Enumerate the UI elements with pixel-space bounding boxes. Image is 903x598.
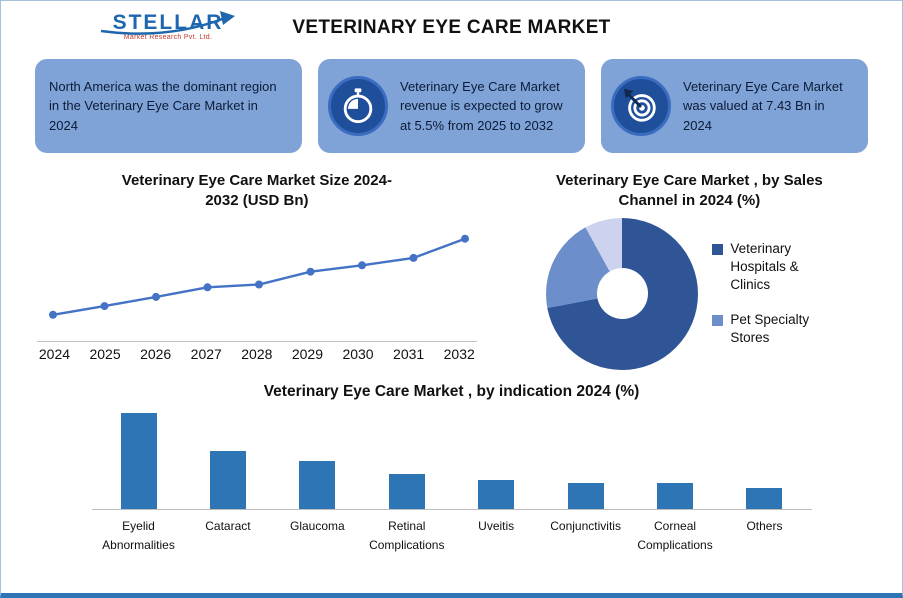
target-icon	[611, 76, 671, 136]
logo-wordmark: STELLAR	[112, 11, 224, 34]
page-title: VETERINARY EYE CARE MARKET	[292, 17, 611, 38]
bar	[567, 483, 604, 510]
callout-market-value: Veterinary Eye Care Market was valued at…	[601, 59, 868, 153]
donut-plot	[546, 217, 699, 370]
legend-item: Pet Specialty Stores	[712, 311, 832, 347]
legend-item: Veterinary Hospitals & Clinics	[712, 240, 832, 295]
bar-category-label: Uveitis	[478, 519, 515, 534]
bar	[120, 413, 157, 510]
callout-row: North America was the dominant region in…	[1, 59, 902, 153]
bar-category-label: Eyelid Abnormalities	[102, 519, 175, 553]
x-axis-year-label: 2025	[89, 345, 121, 362]
bar	[478, 480, 515, 510]
x-axis-year-label: 2028	[241, 345, 273, 362]
x-axis-year-label: 2027	[190, 345, 222, 362]
bar-column	[274, 461, 360, 510]
bar-column	[721, 488, 807, 510]
bar-category-label: Retinal Complications	[369, 519, 445, 553]
bar-column	[632, 483, 718, 510]
bar-column	[96, 413, 182, 510]
bar	[746, 488, 783, 510]
donut-chart-title: Veterinary Eye Care Market , by Sales Ch…	[555, 172, 823, 210]
x-axis-year-label: 2031	[393, 345, 425, 362]
callout-text: Veterinary Eye Care Market was valued at…	[683, 78, 843, 133]
x-axis-year-label: 2026	[140, 345, 172, 362]
header: STELLAR Market Research Pvt. Ltd. VETERI…	[1, 1, 902, 55]
bar	[657, 483, 694, 510]
callout-text: Veterinary Eye Care Market revenue is ex…	[400, 78, 563, 133]
donut-chart-body: Veterinary Hospitals & Clinics Pet Specia…	[495, 217, 884, 370]
line-chart-plot-area	[36, 218, 477, 342]
sales-channel-donut-chart: Veterinary Eye Care Market , by Sales Ch…	[495, 159, 884, 370]
callout-text: North America was the dominant region in…	[49, 78, 277, 133]
middle-charts-row: Veterinary Eye Care Market Size 2024-203…	[1, 153, 902, 370]
bar-column	[453, 480, 539, 510]
stopwatch-icon	[328, 76, 388, 136]
callout-growth-rate: Veterinary Eye Care Market revenue is ex…	[318, 59, 585, 153]
legend-swatch	[712, 243, 724, 255]
stellar-logo: STELLAR Market Research Pvt. Ltd.	[93, 11, 243, 41]
bar	[388, 474, 425, 510]
legend-label: Pet Specialty Stores	[730, 311, 810, 345]
line-series	[48, 234, 469, 319]
bar-chart-plot-area	[91, 408, 812, 511]
legend-label: Veterinary Hospitals & Clinics	[730, 240, 799, 293]
x-axis-year-label: 2029	[291, 345, 323, 362]
line-chart-title: Veterinary Eye Care Market Size 2024-203…	[121, 172, 392, 210]
bar-chart-title: Veterinary Eye Care Market , by indicati…	[263, 382, 640, 400]
donut-legend: Veterinary Hospitals & Clinics Pet Specia…	[712, 240, 832, 347]
indication-bar-chart: Veterinary Eye Care Market , by indicati…	[1, 382, 902, 555]
bar	[209, 451, 246, 510]
bar-chart-x-axis: Eyelid Abnormalities Cataract Glaucoma Reti…	[92, 517, 812, 554]
bar-category-label: Glaucoma	[289, 519, 345, 534]
bar-category-label: Corneal Complications	[637, 519, 713, 553]
logo-tagline: Market Research Pvt. Ltd.	[123, 34, 213, 41]
bar-column	[364, 474, 450, 510]
line-chart-x-axis: 2024 2025 2026 2027 2028 2029 2030 2031 2032	[37, 346, 477, 362]
bar-column	[543, 483, 629, 510]
bar-column	[185, 451, 271, 510]
bar-category-label: Cataract	[205, 519, 251, 534]
bar-category-label: Conjunctivitis	[550, 519, 621, 534]
x-axis-year-label: 2032	[443, 345, 475, 362]
callout-dominant-region: North America was the dominant region in…	[35, 59, 302, 153]
bar-category-label: Others	[746, 519, 783, 534]
x-axis-year-label: 2030	[342, 345, 374, 362]
x-axis-year-label: 2024	[38, 345, 71, 362]
legend-swatch	[712, 314, 724, 326]
market-size-line-chart: Veterinary Eye Care Market Size 2024-203…	[19, 159, 495, 370]
bar	[299, 461, 336, 510]
